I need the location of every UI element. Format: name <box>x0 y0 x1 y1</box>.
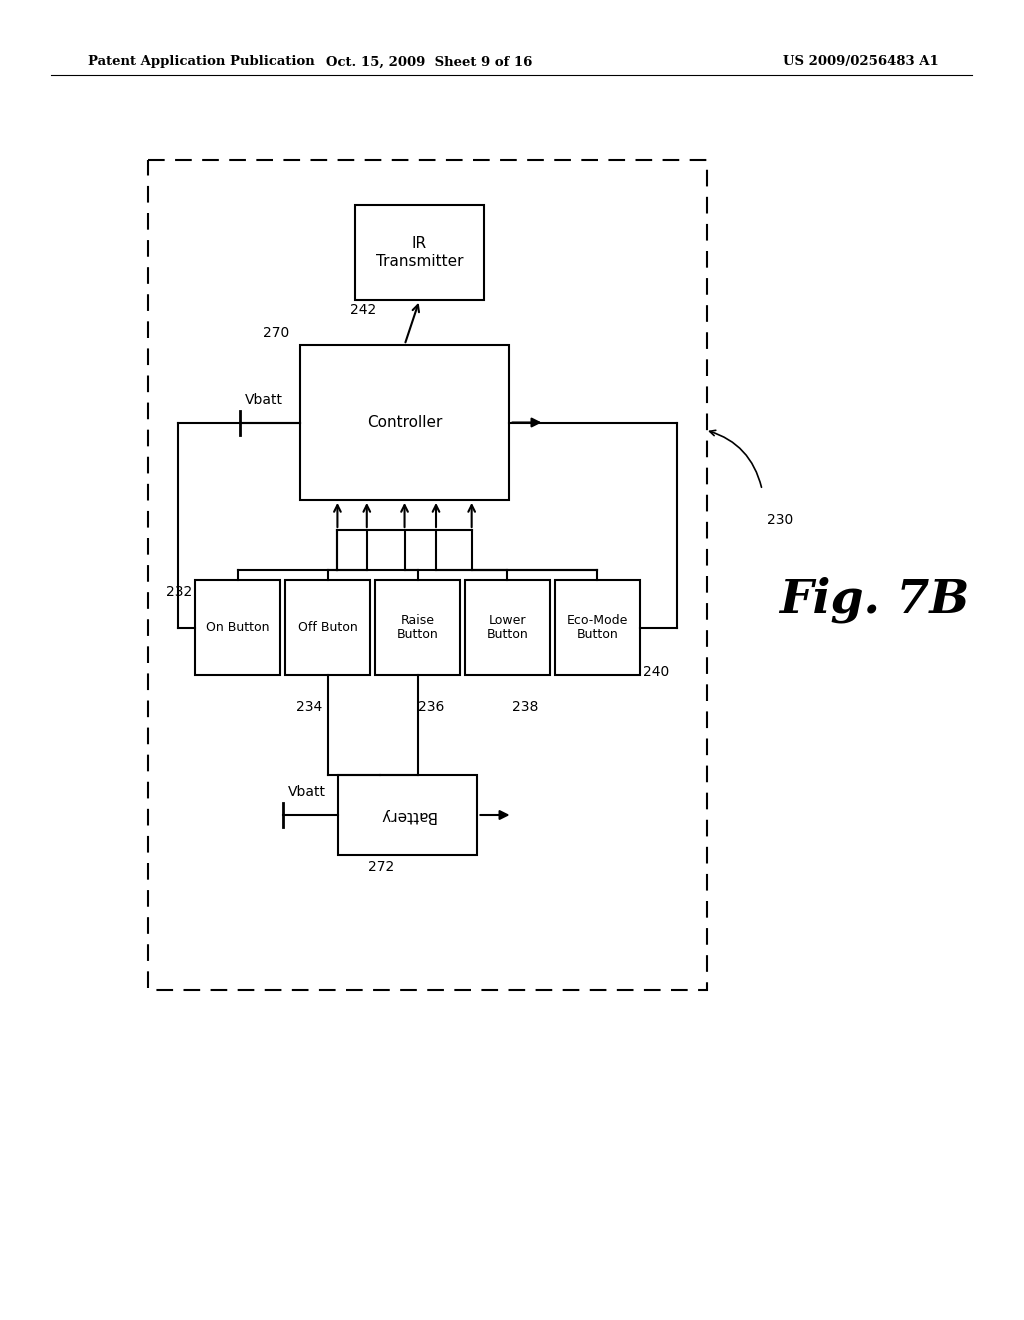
Text: On Button: On Button <box>206 620 269 634</box>
Text: 272: 272 <box>368 861 394 874</box>
Text: 240: 240 <box>643 665 669 678</box>
Text: Off Buton: Off Buton <box>298 620 357 634</box>
Text: 238: 238 <box>512 700 539 714</box>
Bar <box>375 579 460 675</box>
Text: Vbatt: Vbatt <box>245 392 283 407</box>
Text: Oct. 15, 2009  Sheet 9 of 16: Oct. 15, 2009 Sheet 9 of 16 <box>327 55 532 69</box>
Text: Raise
Button: Raise Button <box>396 614 438 642</box>
Text: 230: 230 <box>767 513 794 527</box>
Text: 242: 242 <box>349 304 376 317</box>
Text: 234: 234 <box>296 700 323 714</box>
Bar <box>196 579 281 675</box>
Text: IR
Transmitter: IR Transmitter <box>376 236 463 269</box>
Text: Lower
Button: Lower Button <box>486 614 528 642</box>
Text: Patent Application Publication: Patent Application Publication <box>88 55 314 69</box>
Text: Battery: Battery <box>379 808 436 822</box>
Bar <box>354 205 484 300</box>
Text: 270: 270 <box>263 326 290 341</box>
Bar <box>300 345 509 500</box>
Bar <box>285 579 370 675</box>
Text: 236: 236 <box>418 700 444 714</box>
Bar <box>147 160 708 990</box>
Text: 232: 232 <box>166 585 193 599</box>
Bar <box>555 579 640 675</box>
Bar <box>465 579 550 675</box>
Text: Eco-Mode
Button: Eco-Mode Button <box>566 614 628 642</box>
Bar <box>338 775 477 855</box>
Text: Vbatt: Vbatt <box>288 785 326 799</box>
Text: Controller: Controller <box>367 414 442 430</box>
Text: US 2009/0256483 A1: US 2009/0256483 A1 <box>783 55 939 69</box>
Text: Fig. 7B: Fig. 7B <box>779 577 970 623</box>
